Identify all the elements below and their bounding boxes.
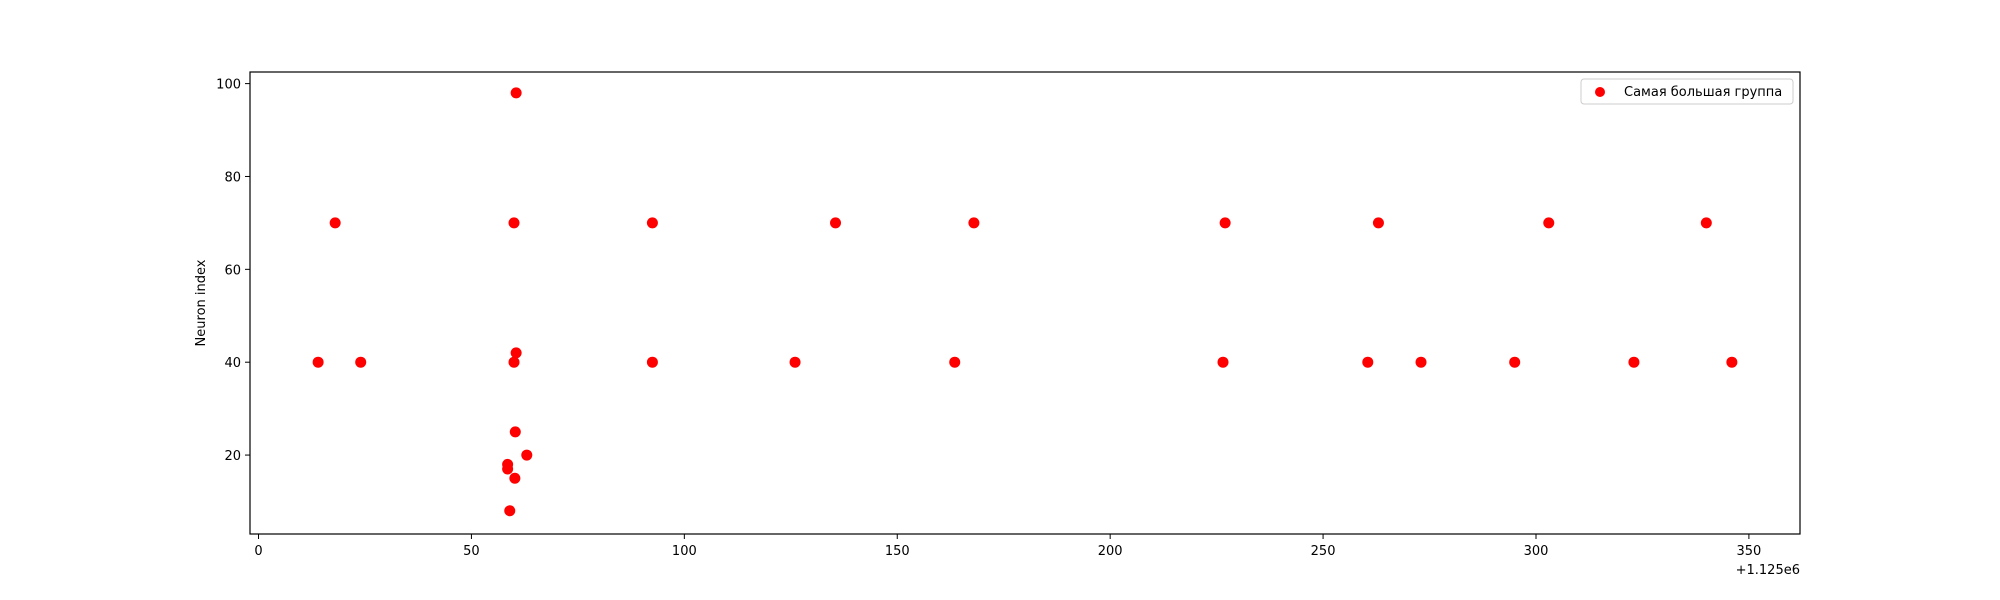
legend-marker bbox=[1595, 87, 1605, 97]
data-point bbox=[510, 87, 522, 99]
plot-frame bbox=[249, 71, 1801, 535]
data-point bbox=[508, 217, 520, 229]
y-axis: 20 40 60 80 100 bbox=[216, 78, 250, 464]
y-tick-label: 100 bbox=[216, 78, 241, 93]
data-point bbox=[312, 356, 324, 368]
legend-box bbox=[1580, 78, 1794, 105]
x-tick-label: 150 bbox=[885, 544, 910, 559]
data-point bbox=[1415, 356, 1427, 368]
x-tick-label: 100 bbox=[672, 544, 697, 559]
legend: Самая большая группа bbox=[1580, 78, 1794, 105]
y-axis-label: Neuron index bbox=[194, 259, 209, 346]
x-tick-label: 50 bbox=[463, 544, 480, 559]
data-point bbox=[1219, 217, 1231, 229]
data-point bbox=[1628, 356, 1640, 368]
y-tick-label: 60 bbox=[224, 263, 241, 278]
data-point bbox=[1509, 356, 1521, 368]
data-point bbox=[646, 356, 658, 368]
x-axis: 0 50 100 150 200 250 300 350 bbox=[254, 534, 1761, 559]
data-point bbox=[1700, 217, 1712, 229]
x-tick-label: 0 bbox=[254, 544, 262, 559]
data-point bbox=[789, 356, 801, 368]
data-point bbox=[1362, 356, 1374, 368]
data-point bbox=[949, 356, 961, 368]
data-point bbox=[509, 426, 521, 438]
data-point bbox=[1543, 217, 1555, 229]
data-point bbox=[1726, 356, 1738, 368]
data-points bbox=[312, 87, 1738, 517]
data-point bbox=[1372, 217, 1384, 229]
data-point bbox=[510, 347, 522, 359]
x-tick-label: 250 bbox=[1311, 544, 1336, 559]
data-point bbox=[509, 472, 521, 484]
data-point bbox=[646, 217, 658, 229]
data-point bbox=[521, 449, 533, 461]
y-tick-label: 80 bbox=[224, 170, 241, 185]
data-point bbox=[1217, 356, 1229, 368]
plot-area bbox=[250, 72, 1800, 534]
x-axis-offset-label: +1.125e6 bbox=[1736, 563, 1800, 578]
x-tick-label: 300 bbox=[1524, 544, 1549, 559]
data-point bbox=[830, 217, 842, 229]
legend-label: Самая большая группа bbox=[1624, 85, 1782, 100]
data-point bbox=[355, 356, 367, 368]
data-point bbox=[329, 217, 341, 229]
data-point bbox=[968, 217, 980, 229]
y-tick-label: 20 bbox=[224, 449, 241, 464]
x-tick-label: 350 bbox=[1736, 544, 1761, 559]
data-point bbox=[504, 505, 516, 517]
y-tick-label: 40 bbox=[224, 356, 241, 371]
x-tick-label: 200 bbox=[1098, 544, 1123, 559]
data-point bbox=[502, 463, 514, 475]
data-point bbox=[508, 356, 520, 368]
